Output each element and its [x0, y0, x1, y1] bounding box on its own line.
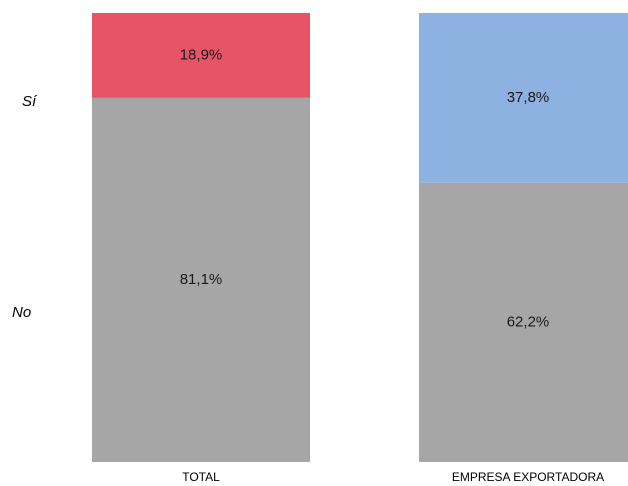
- bar-segment-total-no: [92, 97, 310, 463]
- data-label-total-s: 18,9%: [180, 46, 223, 63]
- legend-group: Sí No: [12, 93, 38, 321]
- data-label-total-no: 81,1%: [180, 271, 223, 288]
- category-labels-group: TOTAL EMPRESA EXPORTADORA: [182, 470, 604, 484]
- legend-label-si: Sí: [22, 93, 38, 110]
- bar-segment-empresa-exportadora-s: [419, 13, 628, 183]
- category-label-empresa-exportadora: EMPRESA EXPORTADORA: [452, 470, 604, 484]
- segment-labels-group: 81,1% 18,9% 62,2% 37,8%: [180, 46, 550, 330]
- bar-segment-empresa-exportadora-no: [419, 182, 628, 463]
- bar-segment-total-s: [92, 13, 310, 98]
- data-label-empresa-exportadora-no: 62,2%: [507, 313, 550, 330]
- legend-label-no: No: [12, 304, 31, 321]
- bars-group: [92, 13, 628, 463]
- data-label-empresa-exportadora-s: 37,8%: [507, 89, 550, 106]
- category-label-total: TOTAL: [182, 470, 220, 484]
